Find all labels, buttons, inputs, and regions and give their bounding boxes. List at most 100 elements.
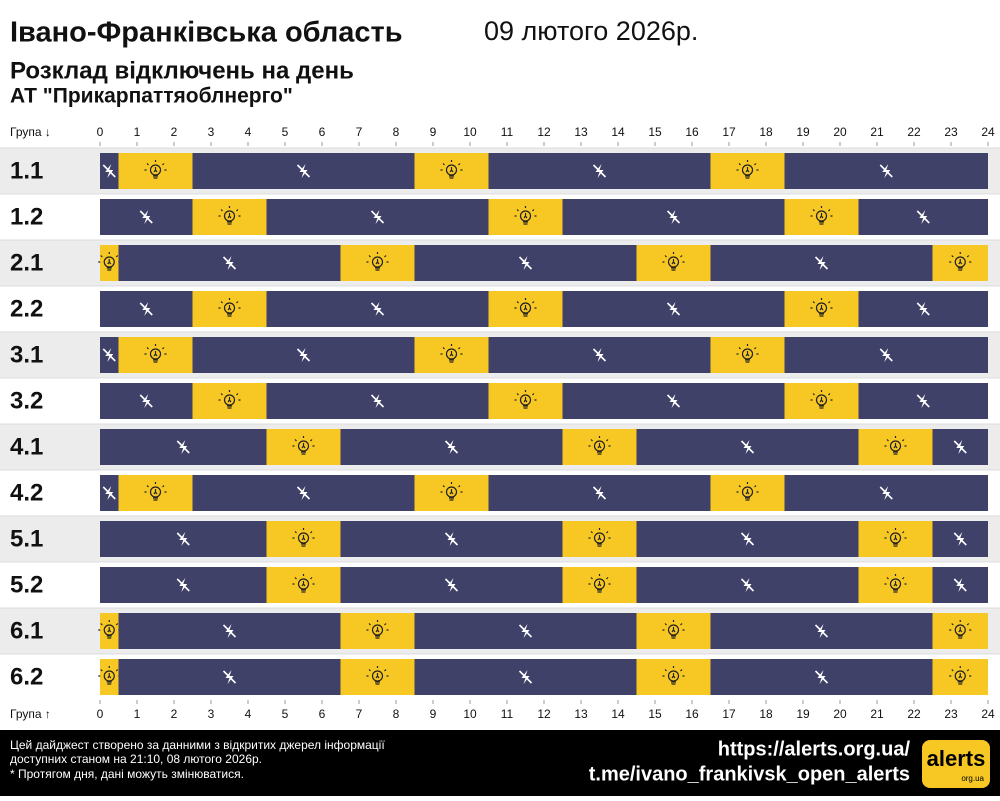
no-power-icon xyxy=(102,348,116,362)
no-power-icon xyxy=(296,348,311,362)
bulb-glass xyxy=(149,348,162,360)
bulb-icon xyxy=(292,528,315,547)
x-tick-label: 8 xyxy=(393,707,400,721)
bolt-slash xyxy=(916,210,930,224)
x-tick-label: 6 xyxy=(319,125,326,139)
no-power-icon xyxy=(916,394,930,408)
bulb-icon xyxy=(292,436,315,455)
bulb-base xyxy=(153,351,158,363)
bulb-base xyxy=(523,213,528,225)
bulb-icon xyxy=(366,620,389,639)
group-label: 5.1 xyxy=(10,525,43,552)
bulb-rays xyxy=(810,298,833,309)
bolt-slash xyxy=(592,164,607,178)
bulb-icon xyxy=(440,344,463,363)
x-tick-label: 0 xyxy=(97,707,104,721)
x-tick-label: 14 xyxy=(611,707,625,721)
bulb-icon xyxy=(949,252,972,271)
x-tick-label: 13 xyxy=(574,707,588,721)
bolt-slash xyxy=(102,348,116,362)
bulb-icon xyxy=(736,482,759,501)
no-power-icon xyxy=(879,164,893,178)
no-power-icon xyxy=(953,578,967,592)
bulb-glass xyxy=(103,670,115,682)
bolt-slash xyxy=(370,210,385,224)
x-tick-label: 5 xyxy=(282,125,289,139)
bulb-icon xyxy=(588,436,611,455)
bulb-glass xyxy=(954,670,966,682)
bulb-icon xyxy=(662,252,685,271)
x-tick-label: 1 xyxy=(134,125,141,139)
bulb-glass xyxy=(954,624,966,636)
bolt-slash xyxy=(916,302,930,316)
bolt-slash xyxy=(139,302,153,316)
bolt-slash xyxy=(444,440,459,454)
bulb-base xyxy=(301,443,306,455)
bulb-base xyxy=(957,259,963,271)
x-tick-label: 9 xyxy=(430,707,437,721)
bulb-rays xyxy=(218,206,241,217)
footer-link[interactable]: https://alerts.org.ua/ xyxy=(718,738,911,760)
no-power-icon xyxy=(222,624,237,638)
bulb-icon xyxy=(218,390,241,409)
no-power-icon xyxy=(740,440,755,454)
bulb-glass xyxy=(889,532,902,544)
x-tick-label: 11 xyxy=(501,707,514,721)
bulb-glass xyxy=(223,394,236,406)
bulb-glass xyxy=(371,256,384,268)
x-tick-label: 1 xyxy=(134,707,141,721)
bolt-slash xyxy=(592,348,607,362)
no-power-icon xyxy=(296,486,311,500)
no-power-icon xyxy=(176,578,190,592)
bulb-base xyxy=(449,351,454,363)
bulb-glass xyxy=(519,302,532,314)
x-tick-label: 23 xyxy=(944,125,958,139)
no-power-icon xyxy=(666,302,681,316)
bulb-glass xyxy=(103,256,115,268)
x-tick-label: 8 xyxy=(393,125,400,139)
x-tick-label: 2 xyxy=(171,125,178,139)
no-power-icon xyxy=(444,532,459,546)
bulb-icon xyxy=(588,574,611,593)
x-tick-label: 14 xyxy=(611,125,625,139)
x-tick-label: 24 xyxy=(981,125,995,139)
bulb-rays xyxy=(440,344,463,355)
bolt-slash xyxy=(953,578,967,592)
x-tick-label: 16 xyxy=(685,125,699,139)
bulb-glass xyxy=(593,578,606,590)
bulb-icon xyxy=(949,666,972,685)
bulb-base xyxy=(301,535,306,547)
bulb-rays xyxy=(98,252,121,263)
bulb-rays xyxy=(949,252,972,263)
x-tick-label: 18 xyxy=(759,125,773,139)
bolt-slash xyxy=(102,486,116,500)
bulb-rays xyxy=(514,206,537,217)
bolt-slash xyxy=(222,624,237,638)
bulb-icon xyxy=(144,160,167,179)
bulb-base xyxy=(106,627,112,639)
bolt-slash xyxy=(296,486,311,500)
bolt-slash xyxy=(176,440,190,454)
no-power-icon xyxy=(176,532,190,546)
bolt-slash xyxy=(139,394,153,408)
bulb-base xyxy=(893,535,898,547)
bulb-glass xyxy=(519,210,532,222)
no-power-icon xyxy=(139,210,153,224)
no-power-icon xyxy=(814,256,829,270)
x-tick-label: 17 xyxy=(722,707,736,721)
x-tick-label: 5 xyxy=(282,707,289,721)
no-power-icon xyxy=(916,302,930,316)
bulb-base xyxy=(523,397,528,409)
bulb-base xyxy=(671,259,676,271)
bulb-glass xyxy=(667,624,680,636)
bulb-base xyxy=(153,489,158,501)
bolt-slash xyxy=(518,256,533,270)
bulb-glass xyxy=(889,440,902,452)
bulb-rays xyxy=(736,482,759,493)
group-label: 2.1 xyxy=(10,249,43,276)
footer-note: * Протягом дня, дані можуть змінюватися. xyxy=(10,767,244,781)
footer-link[interactable]: t.me/ivano_frankivsk_open_alerts xyxy=(589,763,910,785)
group-label: 3.2 xyxy=(10,387,43,414)
bulb-icon xyxy=(514,298,537,317)
